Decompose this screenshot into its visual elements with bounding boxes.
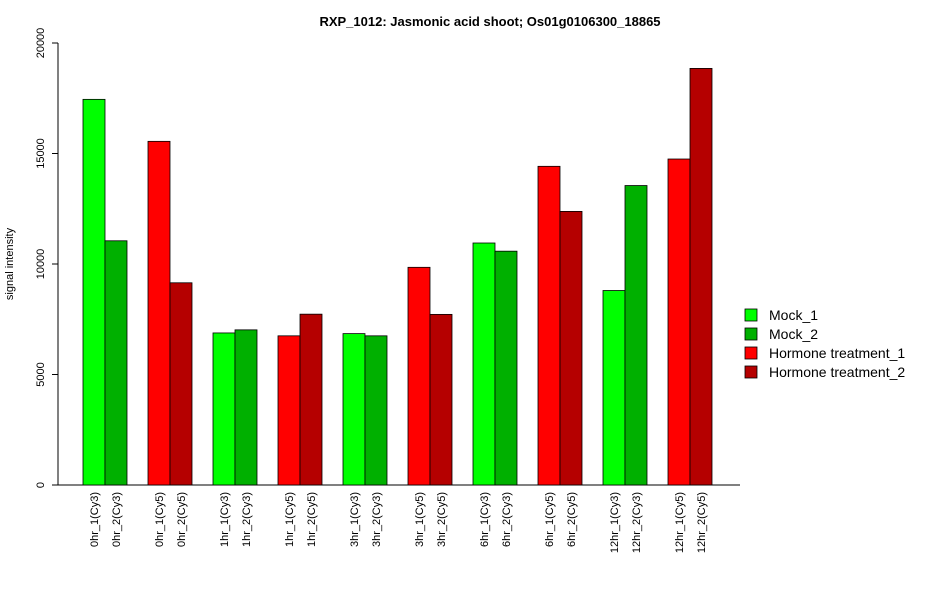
x-tick-label: 6hr_2(Cy5) (566, 492, 578, 547)
bar (277, 335, 301, 486)
bar (364, 335, 388, 486)
bar (299, 313, 323, 486)
x-tick-label: 12hr_1(Cy3) (609, 492, 621, 553)
bar (407, 266, 431, 486)
y-axis-label: signal intensity (4, 227, 16, 300)
x-tick-label: 12hr_2(Cy5) (696, 492, 708, 553)
bar (429, 313, 453, 486)
legend-label: Mock_1 (769, 307, 818, 323)
x-axis-tick-labels: 0hr_1(Cy3) 0hr_2(Cy3) 0hr_1(Cy5) 0hr_2(Cy5)… (89, 492, 708, 553)
chart-title: RXP_1012: Jasmonic acid shoot; Os01g0106… (319, 14, 660, 29)
x-tick-label: 0hr_2(Cy5) (176, 492, 188, 547)
x-tick-label: 6hr_2(Cy3) (501, 492, 513, 547)
legend-label: Hormone treatment_1 (769, 345, 905, 361)
y-tick-label: 10000 (35, 249, 47, 280)
y-tick-label: 5000 (35, 362, 47, 386)
bar (342, 333, 366, 486)
x-tick-label: 1hr_2(Cy5) (306, 492, 318, 547)
y-tick-label: 0 (35, 482, 47, 488)
x-tick-label: 12hr_1(Cy5) (674, 492, 686, 553)
x-tick-label: 3hr_2(Cy3) (371, 492, 383, 547)
legend-swatch (744, 327, 758, 341)
legend-label: Mock_2 (769, 326, 818, 342)
bar (602, 290, 626, 486)
x-tick-label: 1hr_2(Cy3) (241, 492, 253, 547)
x-tick-label: 3hr_2(Cy5) (436, 492, 448, 547)
bar (624, 185, 648, 486)
bar (82, 98, 106, 486)
x-tick-label: 0hr_2(Cy3) (111, 492, 123, 547)
y-tick-label: 20000 (35, 28, 47, 59)
y-axis-ticks: 0 5000 10000 15000 20000 (35, 28, 58, 488)
x-tick-label: 3hr_1(Cy3) (349, 492, 361, 547)
x-tick-label: 12hr_2(Cy3) (631, 492, 643, 553)
bar (104, 240, 128, 486)
bar (494, 250, 518, 486)
x-tick-label: 0hr_1(Cy3) (89, 492, 101, 547)
legend-swatch (744, 308, 758, 322)
bar (234, 329, 258, 486)
legend: Mock_1 Mock_2 Hormone treatment_1 Hormone t… (744, 307, 905, 380)
bar (667, 158, 691, 486)
bar (472, 242, 496, 486)
legend-label: Hormone treatment_2 (769, 364, 905, 380)
x-tick-label: 0hr_1(Cy5) (154, 492, 166, 547)
bar (559, 211, 583, 486)
bar (169, 282, 193, 486)
x-tick-label: 1hr_1(Cy5) (284, 492, 296, 547)
y-tick-label: 15000 (35, 138, 47, 169)
bar (689, 68, 713, 486)
bar (537, 165, 561, 486)
bar (212, 332, 236, 486)
legend-swatch (744, 346, 758, 360)
legend-swatch (744, 365, 758, 379)
bar (147, 140, 171, 486)
bars-group (82, 68, 713, 486)
x-tick-label: 3hr_1(Cy5) (414, 492, 426, 547)
x-tick-label: 1hr_1(Cy3) (219, 492, 231, 547)
x-tick-label: 6hr_1(Cy5) (544, 492, 556, 547)
x-tick-label: 6hr_1(Cy3) (479, 492, 491, 547)
